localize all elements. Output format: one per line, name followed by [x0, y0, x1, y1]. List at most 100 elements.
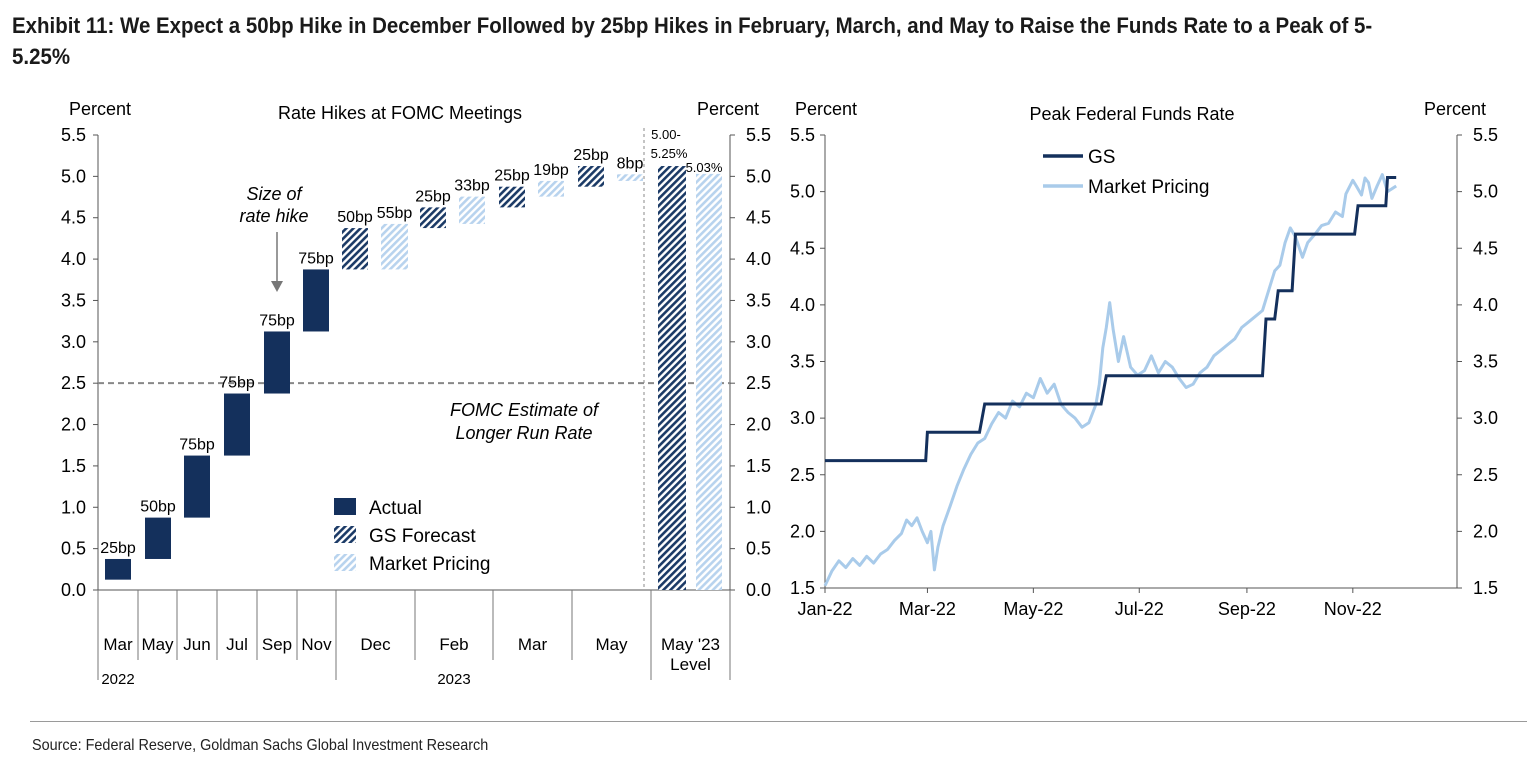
left-chart-title: Rate Hikes at FOMC Meetings [278, 103, 522, 123]
bar-market-pricing [617, 174, 643, 181]
legend-label-market-pricing: Market Pricing [1088, 177, 1209, 198]
hike-size-annotation: rate hike [239, 206, 308, 226]
bar-market-pricing [538, 180, 564, 197]
right-y-tick-label-right: 5.5 [1473, 125, 1498, 145]
bar-data-label: 55bp [377, 205, 413, 222]
bar-data-label: 75bp [298, 250, 334, 267]
longer-run-rate-label: Longer Run Rate [455, 423, 592, 443]
left-y-tick-label-right: 1.5 [746, 456, 771, 476]
left-category-label: May [141, 635, 174, 654]
bar-data-label: 75bp [219, 375, 255, 392]
left-y-axis-label-right: Percent [697, 99, 759, 119]
left-y-tick-label-right: 4.0 [746, 249, 771, 269]
left-y-tick-label: 3.5 [61, 290, 86, 310]
bar-data-label: 33bp [454, 178, 490, 195]
right-y-tick-label-right: 3.0 [1473, 408, 1498, 428]
legend-label-gs: GS [1088, 147, 1115, 168]
bar-data-label: 50bp [337, 209, 373, 226]
legend-swatch [334, 498, 356, 515]
left-y-tick-label: 0.5 [61, 539, 86, 559]
bar-data-label: 5.00- [651, 127, 681, 142]
right-y-tick-label-right: 4.5 [1473, 238, 1498, 258]
bar-data-label: 5.25% [651, 146, 688, 161]
bar-market-pricing [459, 196, 485, 224]
year-label-2023: 2023 [437, 671, 470, 688]
right-y-tick-label: 2.5 [790, 465, 815, 485]
left-category-label: Jul [226, 635, 248, 654]
left-y-axis-label: Percent [69, 99, 131, 119]
left-y-tick-label-right: 5.0 [746, 166, 771, 186]
right-y-tick-label: 4.0 [790, 295, 815, 315]
right-y-tick-label: 5.5 [790, 125, 815, 145]
right-x-tick-label: May-22 [1003, 599, 1063, 619]
left-y-tick-label: 1.5 [61, 456, 86, 476]
left-chart: 0.0 0.0 0.5 0.5 1.0 1.0 1.5 1.5 2.0 2.0 2.5 2.5 3.0 3… [61, 125, 771, 680]
bar-actual [105, 558, 131, 580]
right-x-tick-label: Mar-22 [899, 599, 956, 619]
left-y-tick-label: 2.0 [61, 415, 86, 435]
left-y-tick-label-right: 2.0 [746, 415, 771, 435]
left-y-tick-label-right: 3.0 [746, 332, 771, 352]
right-x-tick-label: Nov-22 [1324, 599, 1382, 619]
left-y-tick-label-right: 3.5 [746, 290, 771, 310]
legend-swatch [334, 554, 356, 571]
left-y-tick-label-right: 0.5 [746, 539, 771, 559]
right-y-axis-label-right: Percent [1424, 99, 1486, 119]
bar-gs-forecast [342, 228, 368, 270]
right-y-tick-label: 5.0 [790, 182, 815, 202]
left-category-label: May '23 [661, 635, 720, 654]
bar-gs-forecast [420, 207, 446, 229]
left-y-tick-label: 5.5 [61, 125, 86, 145]
bar-actual [264, 331, 290, 394]
left-category-label: Jun [183, 635, 210, 654]
bar-data-label: 25bp [494, 168, 530, 185]
bar-gs-forecast [658, 166, 686, 591]
left-category-label: Mar [518, 635, 548, 654]
left-y-tick-label-right: 0.0 [746, 580, 771, 600]
series-line-gs [825, 176, 1397, 463]
bar-data-label: 25bp [100, 540, 136, 557]
right-y-tick-label: 1.5 [790, 578, 815, 598]
right-x-tick-label: Sep-22 [1218, 599, 1276, 619]
bar-actual [145, 517, 171, 559]
left-y-tick-label: 0.0 [61, 580, 86, 600]
bar-data-label: 25bp [573, 147, 609, 164]
legend-label: GS Forecast [369, 526, 476, 547]
bar-gs-forecast [499, 186, 525, 208]
bar-data-label: 75bp [259, 312, 295, 329]
right-chart: 1.5 1.5 2.0 2.0 2.5 2.5 3.0 3.0 3.5 3.5 4.0 4.0 4.5 4… [790, 125, 1498, 619]
left-y-tick-label: 3.0 [61, 332, 86, 352]
bar-data-label: 19bp [533, 162, 569, 179]
longer-run-rate-label: FOMC Estimate of [450, 400, 600, 420]
bar-data-label: 50bp [140, 499, 176, 516]
series-line-market-pricing [823, 173, 1398, 587]
left-y-tick-label: 2.5 [61, 373, 86, 393]
bar-data-label: 25bp [415, 188, 451, 205]
left-y-tick-label: 4.5 [61, 208, 86, 228]
right-y-tick-label-right: 1.5 [1473, 578, 1498, 598]
left-y-tick-label-right: 4.5 [746, 208, 771, 228]
bar-market-pricing [696, 173, 722, 590]
legend-label: Market Pricing [369, 554, 490, 575]
left-y-tick-label: 5.0 [61, 166, 86, 186]
bar-data-label: 5.03% [686, 160, 723, 175]
right-y-tick-label: 3.0 [790, 408, 815, 428]
bar-gs-forecast [578, 166, 604, 187]
footer-divider [30, 721, 1527, 722]
right-y-axis-label: Percent [795, 99, 857, 119]
left-category-label: Sep [262, 635, 292, 654]
legend-swatch [334, 526, 356, 543]
page-title: Exhibit 11: We Expect a 50bp Hike in Dec… [12, 13, 1373, 69]
hike-size-annotation: Size of [246, 184, 303, 204]
left-category-label: Level [670, 655, 711, 674]
left-y-tick-label-right: 1.0 [746, 497, 771, 517]
right-y-tick-label-right: 4.0 [1473, 295, 1498, 315]
left-category-label: Mar [103, 635, 133, 654]
bar-actual [303, 269, 329, 332]
source-note: Source: Federal Reserve, Goldman Sachs G… [32, 737, 489, 754]
right-x-tick-label: Jul-22 [1115, 599, 1164, 619]
bar-data-label: 8bp [617, 155, 644, 172]
left-y-tick-label-right: 5.5 [746, 125, 771, 145]
right-y-tick-label-right: 2.5 [1473, 465, 1498, 485]
right-y-tick-label-right: 3.5 [1473, 352, 1498, 372]
